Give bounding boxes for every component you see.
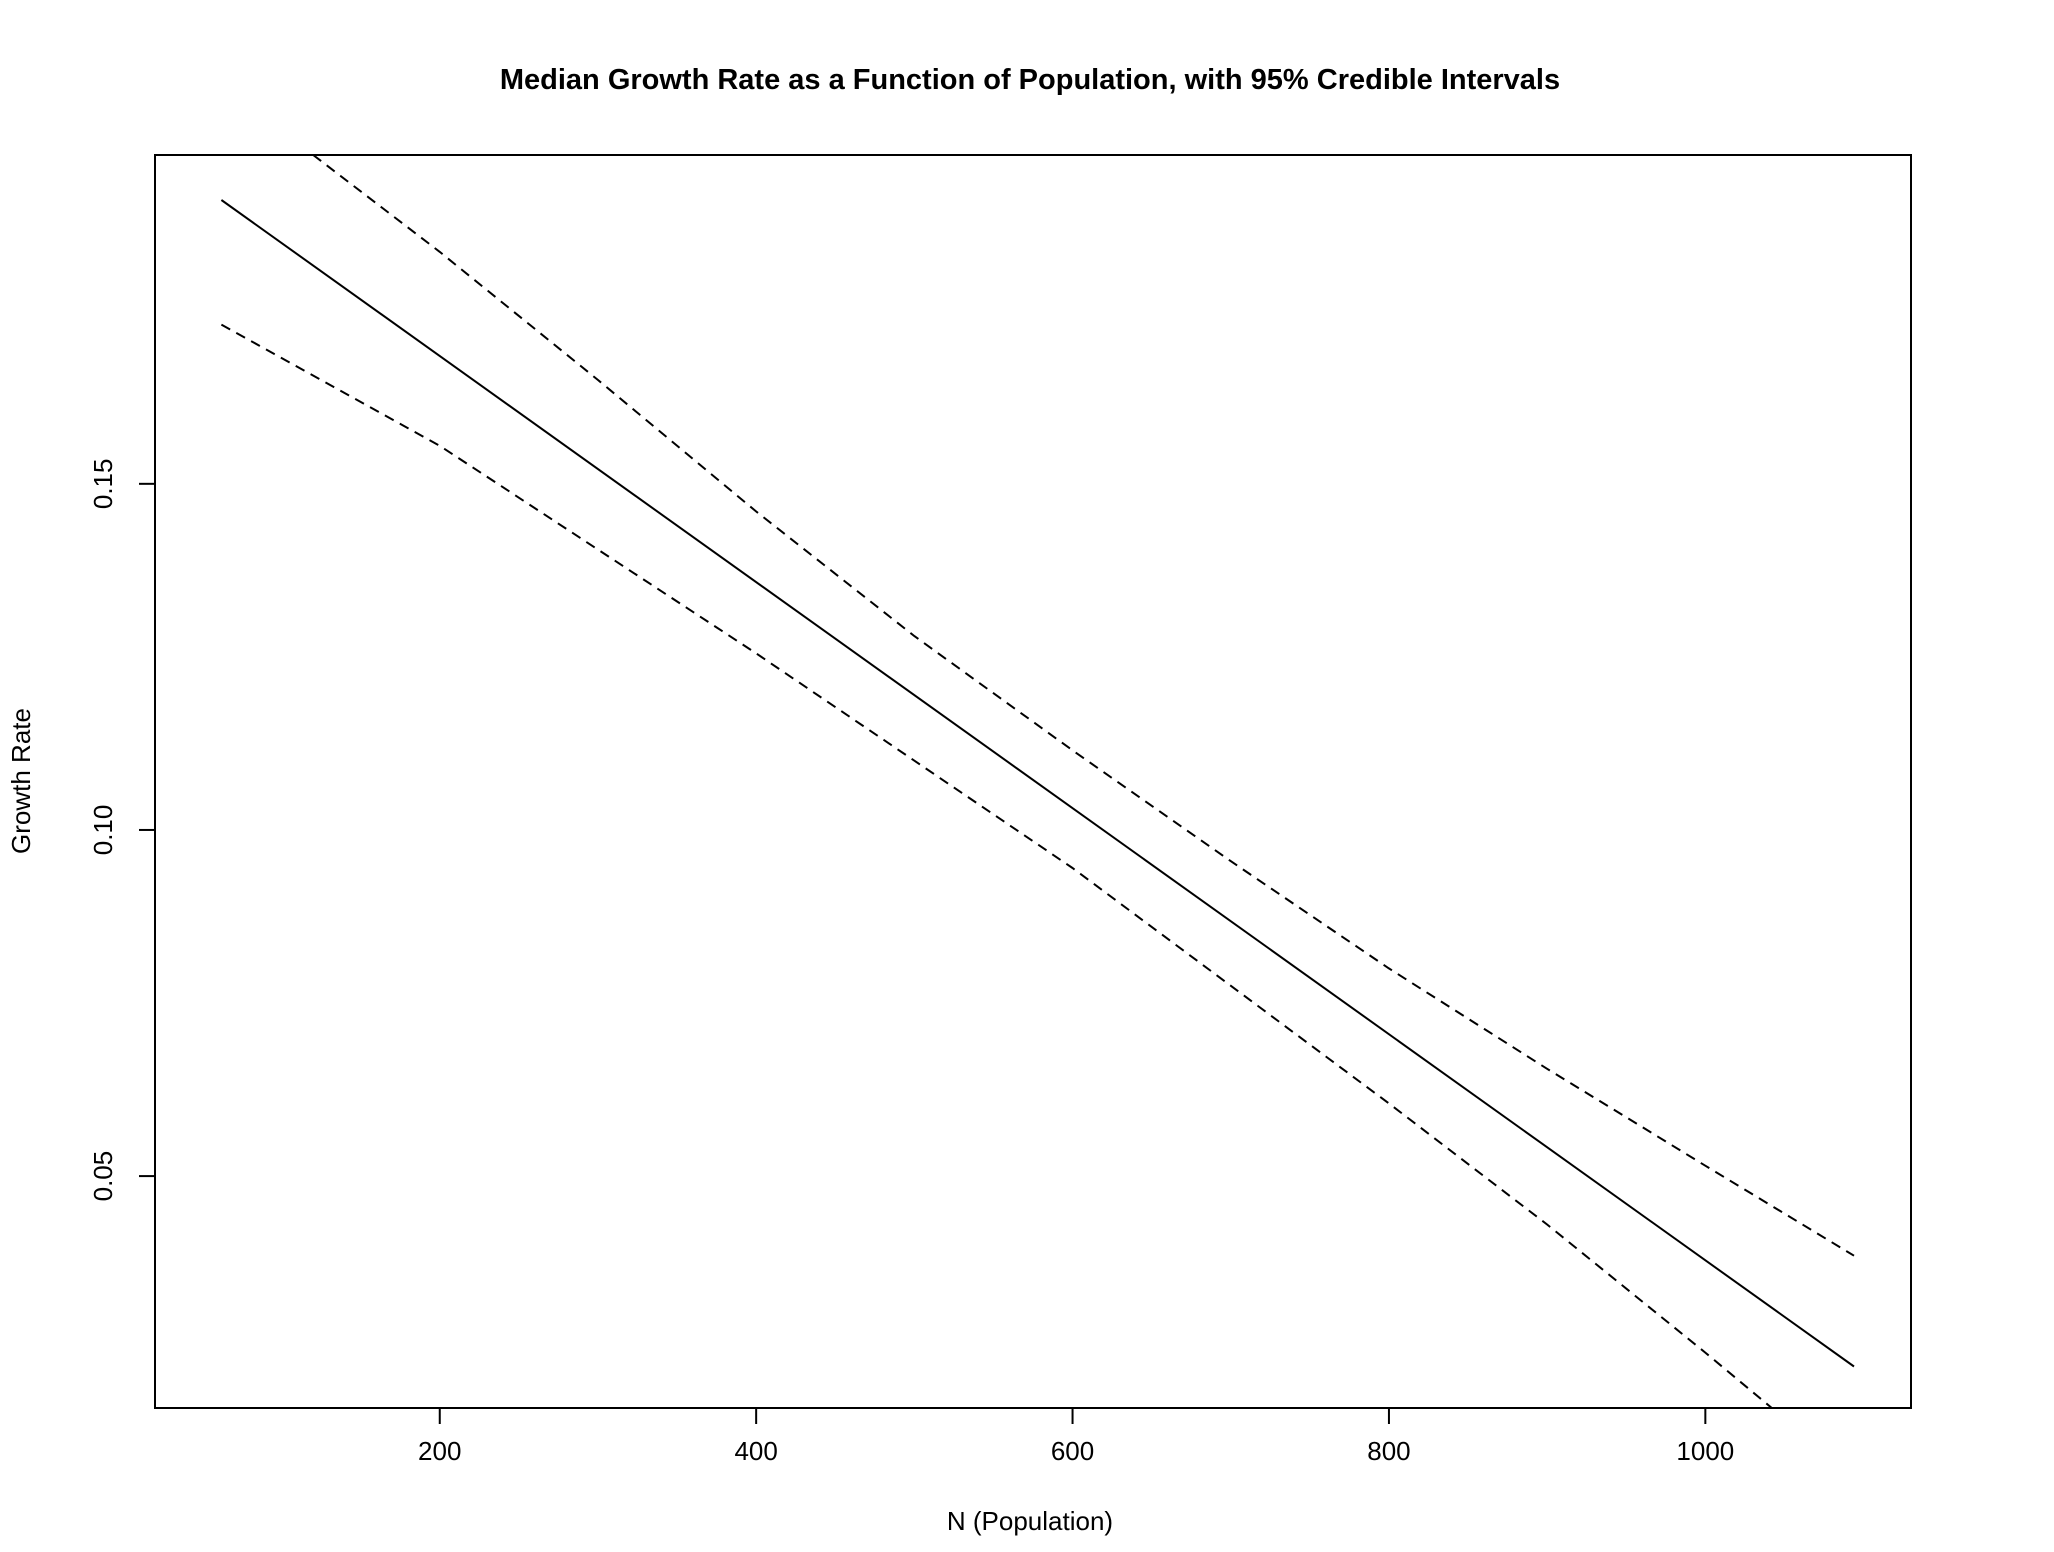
series-line-upper-95 xyxy=(312,154,1855,1257)
series-line-lower-95 xyxy=(220,323,1773,1409)
chart-title: Median Growth Rate as a Function of Popu… xyxy=(500,64,1560,96)
y-tick-label: 0.10 xyxy=(88,805,118,856)
x-tick-label: 200 xyxy=(418,1436,461,1466)
x-tick-label: 400 xyxy=(734,1436,777,1466)
y-tick-label: 0.15 xyxy=(88,459,118,510)
x-tick-label: 600 xyxy=(1051,1436,1094,1466)
y-axis: 0.05 0.10 0.15 xyxy=(88,459,156,1202)
series-line-median xyxy=(220,199,1855,1368)
y-axis-label: Growth Rate xyxy=(6,708,36,854)
x-axis-label: N (Population) xyxy=(947,1506,1113,1536)
x-tick-label: 800 xyxy=(1367,1436,1410,1466)
x-tick-label: 1000 xyxy=(1676,1436,1734,1466)
y-tick-label: 0.05 xyxy=(88,1151,118,1202)
series-layer xyxy=(220,154,1855,1409)
x-axis: 200 400 600 800 1000 xyxy=(418,1407,1734,1466)
